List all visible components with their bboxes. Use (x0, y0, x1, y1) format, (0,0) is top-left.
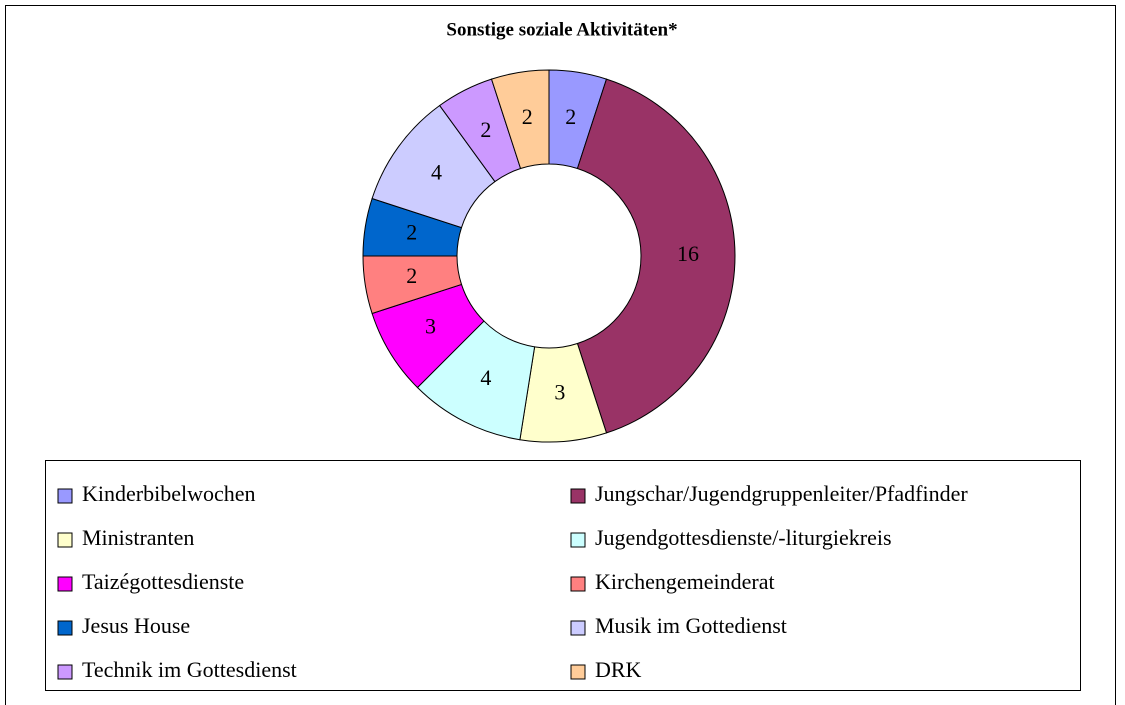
data-label: 4 (431, 159, 442, 184)
legend-swatch (57, 664, 73, 680)
legend-label: Kirchengemeinderat (595, 569, 775, 594)
legend-swatch (570, 664, 586, 680)
chart-title: Sonstige soziale Aktivitäten* (446, 19, 677, 40)
legend-swatch (570, 620, 586, 636)
data-label: 2 (522, 104, 533, 129)
legend-label: DRK (595, 657, 642, 682)
legend-label: Kinderbibelwochen (82, 481, 256, 506)
legend-swatch (57, 532, 73, 548)
legend-label: Ministranten (82, 525, 194, 550)
legend-box (45, 460, 1081, 691)
data-label: 2 (406, 219, 417, 244)
data-label: 2 (480, 117, 491, 142)
legend-label: Jesus House (82, 613, 190, 638)
legend-label: Jugendgottesdienste/-liturgiekreis (595, 525, 892, 550)
data-label: 2 (565, 104, 576, 129)
data-label: 16 (677, 241, 699, 266)
data-label: 2 (406, 263, 417, 288)
legend-swatch (57, 620, 73, 636)
legend-label: Jungschar/Jugendgruppenleiter/Pfadfinder (595, 481, 968, 506)
donut-segment (576, 78, 736, 434)
legend-swatch (570, 576, 586, 592)
legend-swatch (57, 488, 73, 504)
data-label: 3 (425, 314, 436, 339)
legend-swatch (57, 576, 73, 592)
legend-swatch (570, 532, 586, 548)
legend-label: Taizégottesdienste (82, 569, 244, 594)
legend-swatch (570, 488, 586, 504)
legend-label: Musik im Gottedienst (595, 613, 787, 638)
data-label: 4 (480, 365, 491, 390)
legend-label: Technik im Gottesdienst (82, 657, 297, 682)
donut-segment (490, 69, 550, 170)
data-label: 3 (554, 380, 565, 405)
